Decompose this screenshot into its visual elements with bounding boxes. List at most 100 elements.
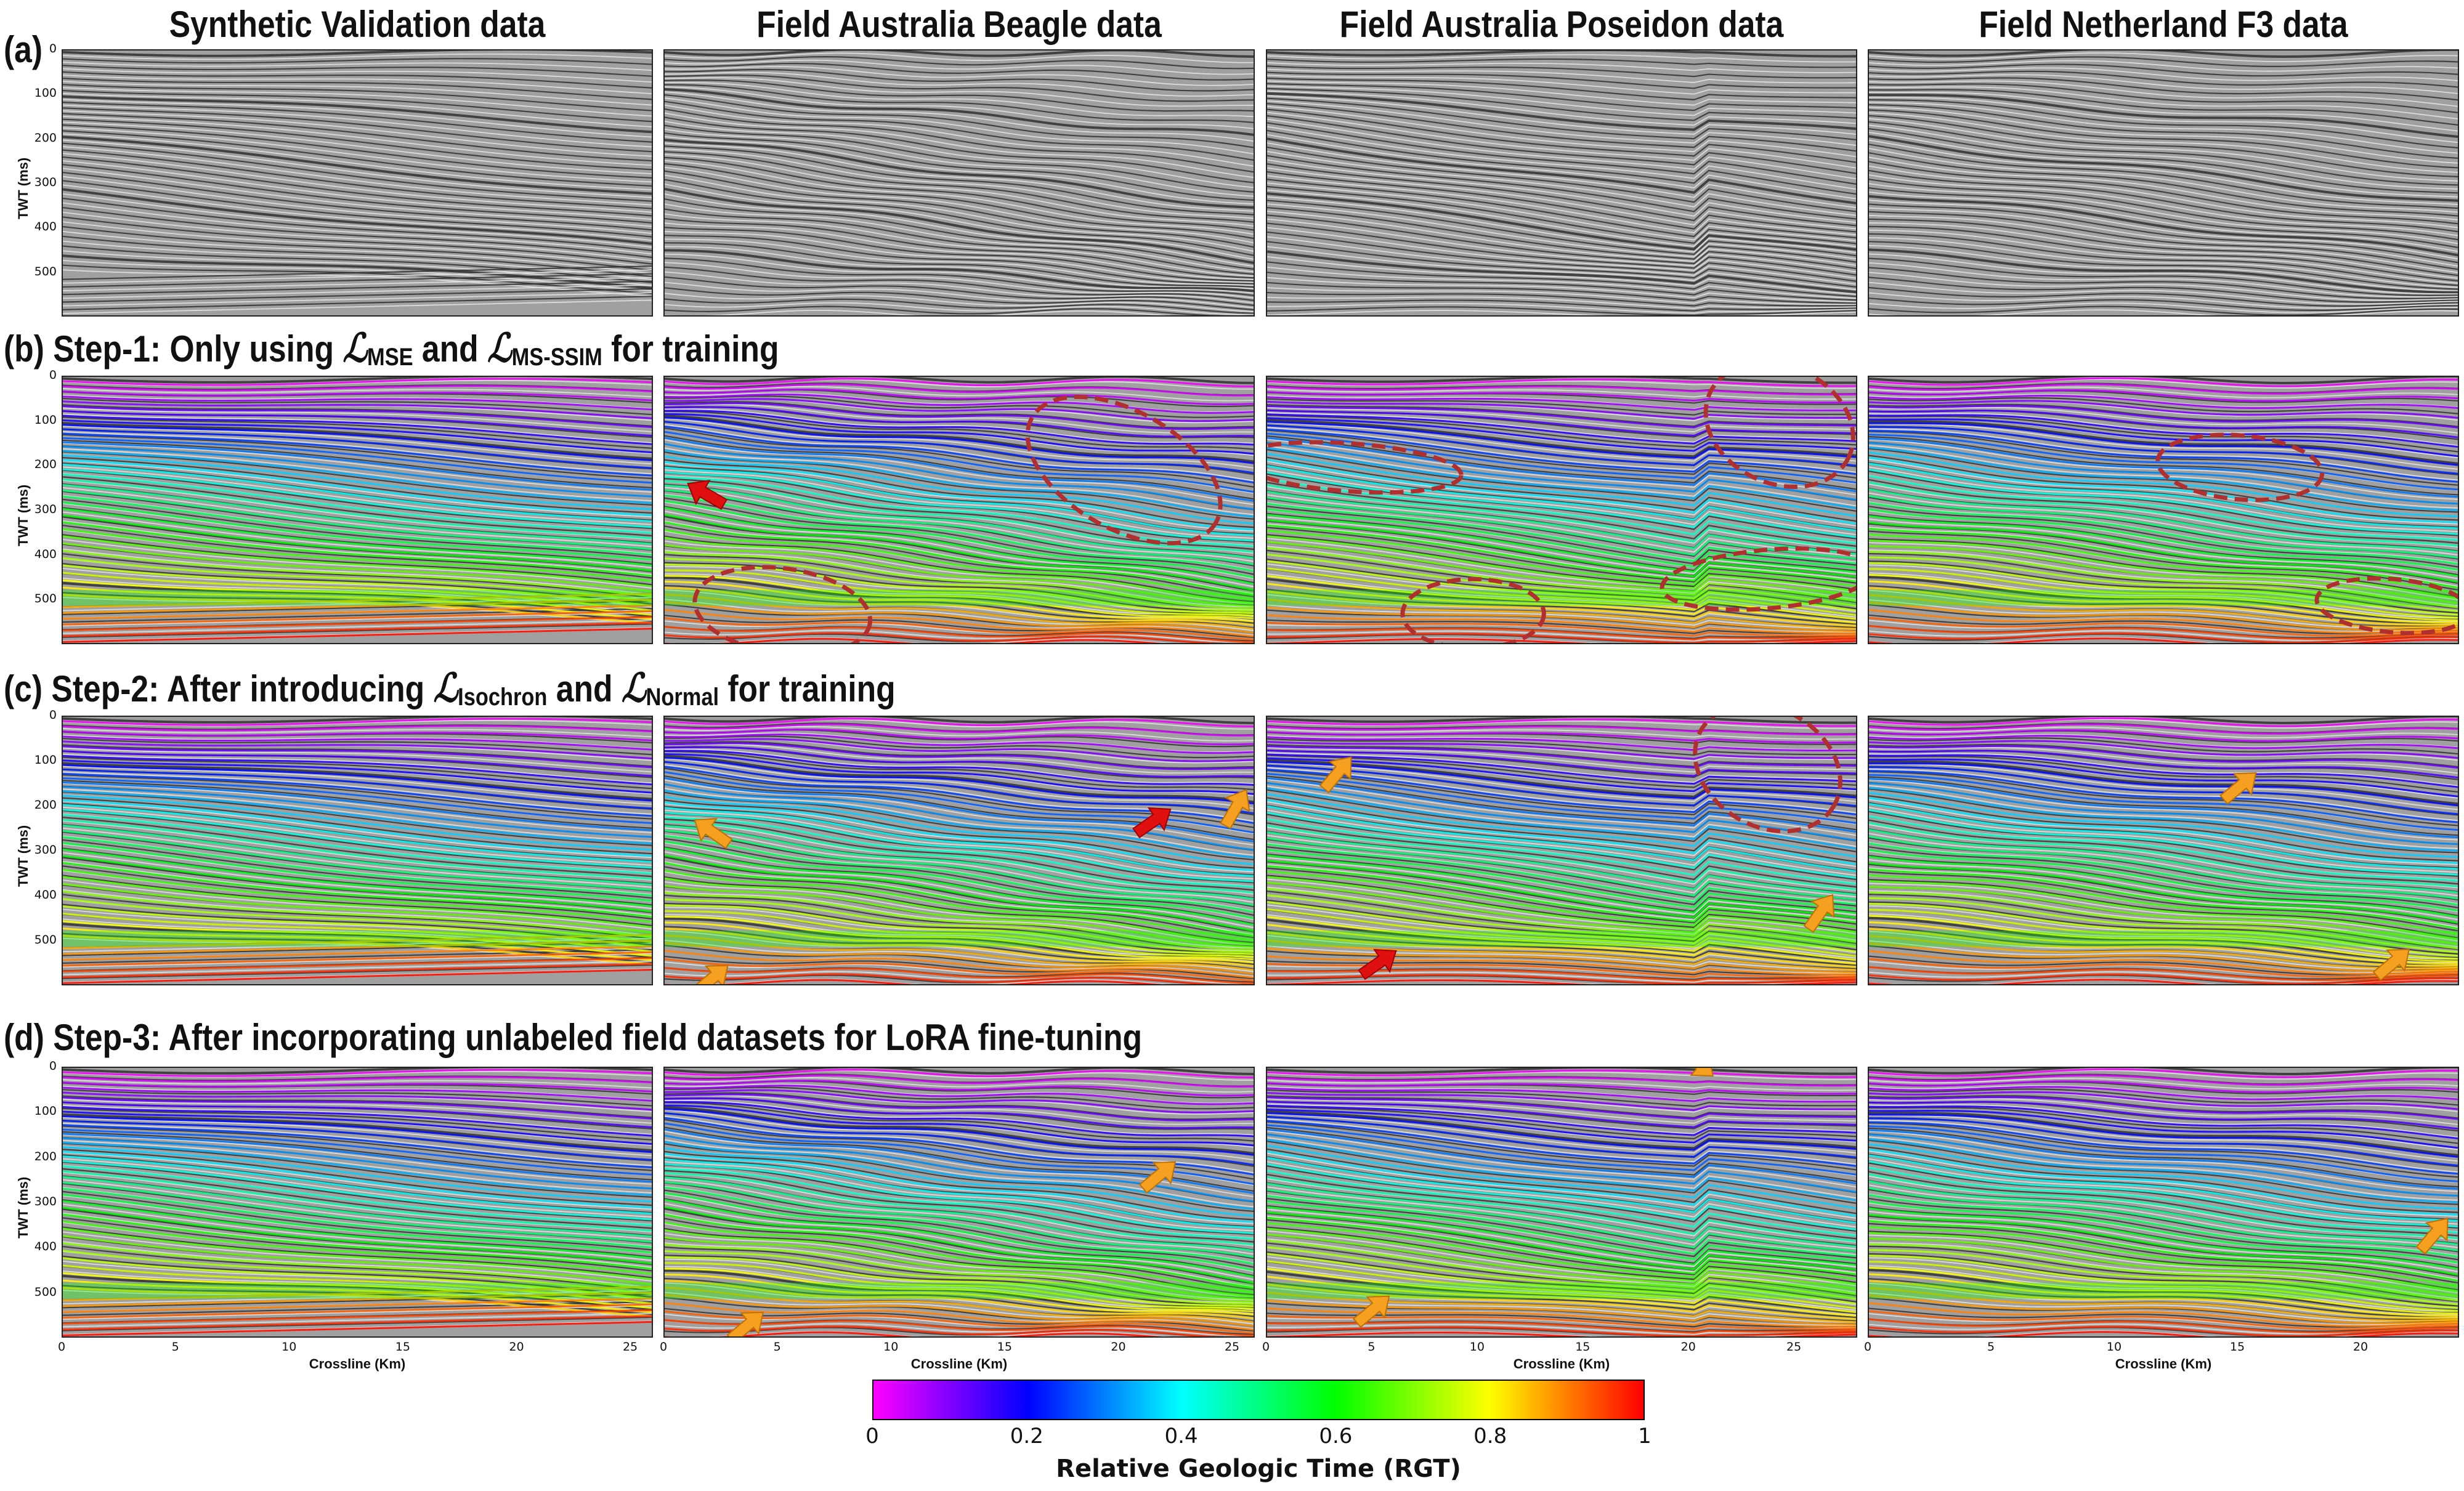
- rgt-horizon-line: [1267, 718, 1856, 727]
- rgt-horizon-line: [63, 432, 652, 477]
- rgt-horizon-line: [1267, 471, 1856, 538]
- red-arrow-icon: [1132, 807, 1172, 839]
- rgt-horizon-line: [63, 1137, 652, 1190]
- rgt-horizon-line: [1267, 812, 1856, 879]
- rgt-horizon-line: [665, 830, 1254, 907]
- rgt-horizon-line: [1869, 495, 2458, 559]
- rgt-horizon-line: [1869, 463, 2458, 530]
- rgt-horizon-line: [665, 426, 1254, 484]
- rgt-horizon-line: [1869, 1173, 2458, 1240]
- rgt-horizon-line: [665, 729, 1254, 746]
- y-tick-label: 300: [34, 503, 57, 516]
- rgt-horizon-line: [63, 1220, 652, 1275]
- rgt-horizon-line: [1267, 805, 1856, 873]
- x-tick-label: 25: [1224, 1340, 1240, 1354]
- rgt-horizon-line: [63, 759, 652, 794]
- x-tick-label: 20: [2353, 1340, 2369, 1354]
- rgt-horizon-line: [1267, 777, 1856, 833]
- rgt-horizon-line: [63, 1120, 652, 1161]
- rgt-horizon-line: [1869, 868, 2458, 930]
- rgt-horizon-line: [665, 927, 1254, 968]
- y-tick-label: 400: [34, 547, 57, 561]
- rgt-horizon-line: [665, 750, 1254, 786]
- rgt-horizon-line: [1267, 409, 1856, 437]
- rgt-horizon-line: [1267, 825, 1856, 891]
- rgt-horizon-line: [1869, 1213, 2458, 1276]
- rgt-horizon-line: [665, 1267, 1254, 1313]
- seismic-panel-c-syn: [62, 716, 653, 985]
- rgt-horizon-line: [1267, 591, 1856, 627]
- rgt-horizon-line: [1267, 865, 1856, 924]
- row-b-mid: and: [413, 328, 488, 370]
- rgt-horizon-line: [1869, 601, 2458, 631]
- rgt-horizon-line: [63, 378, 652, 386]
- rgt-horizon-line: [665, 1262, 1254, 1310]
- rgt-horizon-line: [1267, 1326, 1856, 1336]
- rgt-horizon-line: [1869, 1325, 2458, 1336]
- rgt-horizon-line: [665, 1331, 1163, 1336]
- rgt-horizon-line: [1267, 1331, 1856, 1336]
- rgt-horizon-line: [63, 542, 652, 592]
- rgt-horizon-line: [63, 628, 652, 643]
- rgt-horizon-line: [1869, 556, 2458, 612]
- rgt-horizon-line: [665, 884, 1254, 948]
- y-tick-label: 200: [34, 1149, 57, 1163]
- rgt-horizon-line: [63, 441, 652, 491]
- rgt-horizon-line: [665, 402, 1254, 430]
- rgt-horizon-line: [63, 579, 652, 616]
- rgt-horizon-line: [665, 761, 1254, 815]
- rgt-horizon-line: [1267, 553, 1856, 607]
- rgt-horizon-line: [63, 1170, 652, 1232]
- rgt-horizon-line: [1267, 1144, 1856, 1210]
- rgt-horizon-line: [1869, 587, 2458, 626]
- rgt-horizon-line: [665, 916, 1254, 961]
- rgt-horizon-line: [1869, 766, 2458, 815]
- rgt-horizon-line: [63, 1242, 652, 1290]
- rgt-horizon-line: [1869, 521, 2458, 583]
- x-tick-label: 10: [282, 1340, 297, 1354]
- rgt-horizon-line: [665, 1108, 1254, 1156]
- y-tick-label: 0: [49, 42, 57, 55]
- rgt-horizon-line: [665, 393, 1254, 414]
- rgt-horizon-line: [1869, 1125, 2458, 1182]
- rgt-horizon-line: [1869, 1105, 2458, 1140]
- rgt-horizon-line: [1267, 606, 1856, 632]
- rgt-horizon-line: [1869, 782, 2458, 846]
- rgt-horizon-line: [665, 1085, 1254, 1105]
- rgt-horizon-line: [665, 536, 1254, 604]
- rgt-horizon-line: [665, 484, 1254, 559]
- orange-arrow-icon: [1220, 788, 1250, 830]
- loss-symbol: ℒ: [433, 665, 458, 711]
- rgt-horizon-line: [665, 942, 1254, 975]
- rgt-horizon-line: [63, 745, 652, 769]
- rgt-horizon-line: [63, 804, 652, 863]
- rgt-horizon-line: [1869, 740, 2458, 759]
- rgt-horizon-line: [1267, 1170, 1856, 1237]
- rgt-horizon-line: [1869, 774, 2458, 831]
- column-title-synthetic: Synthetic Validation data: [169, 4, 546, 45]
- rgt-horizon-line: [1869, 1101, 2458, 1130]
- rgt-horizon-line: [63, 842, 652, 902]
- rgt-horizon-line: [63, 1133, 652, 1183]
- rgt-horizon-line: [665, 812, 1254, 883]
- rgt-horizon-line: [1267, 843, 1856, 905]
- rgt-horizon-line: [665, 1181, 1254, 1258]
- y-tick-label: 100: [34, 1104, 57, 1118]
- rgt-horizon-line: [63, 862, 652, 918]
- rgt-horizon-line: [665, 494, 1254, 572]
- rgt-horizon-line: [1869, 632, 2458, 643]
- rgt-horizon-line: [1869, 874, 2458, 935]
- rgt-horizon-line: [1869, 979, 2458, 984]
- orange-arrow-icon: [2415, 1218, 2449, 1255]
- rgt-horizon-line: [1869, 1149, 2458, 1216]
- rgt-horizon-line: [63, 1091, 652, 1111]
- y-tick-label: 300: [34, 176, 57, 189]
- rgt-horizon-line: [63, 939, 652, 955]
- rgt-horizon-line: [63, 818, 652, 880]
- rgt-horizon-line: [63, 730, 652, 741]
- rgt-horizon-line: [1869, 1086, 2458, 1101]
- rgt-horizon-line: [665, 1287, 1254, 1323]
- rgt-horizon-line: [63, 604, 652, 620]
- rgt-horizon-line: [63, 1069, 652, 1077]
- y-tick-label: 200: [34, 458, 57, 472]
